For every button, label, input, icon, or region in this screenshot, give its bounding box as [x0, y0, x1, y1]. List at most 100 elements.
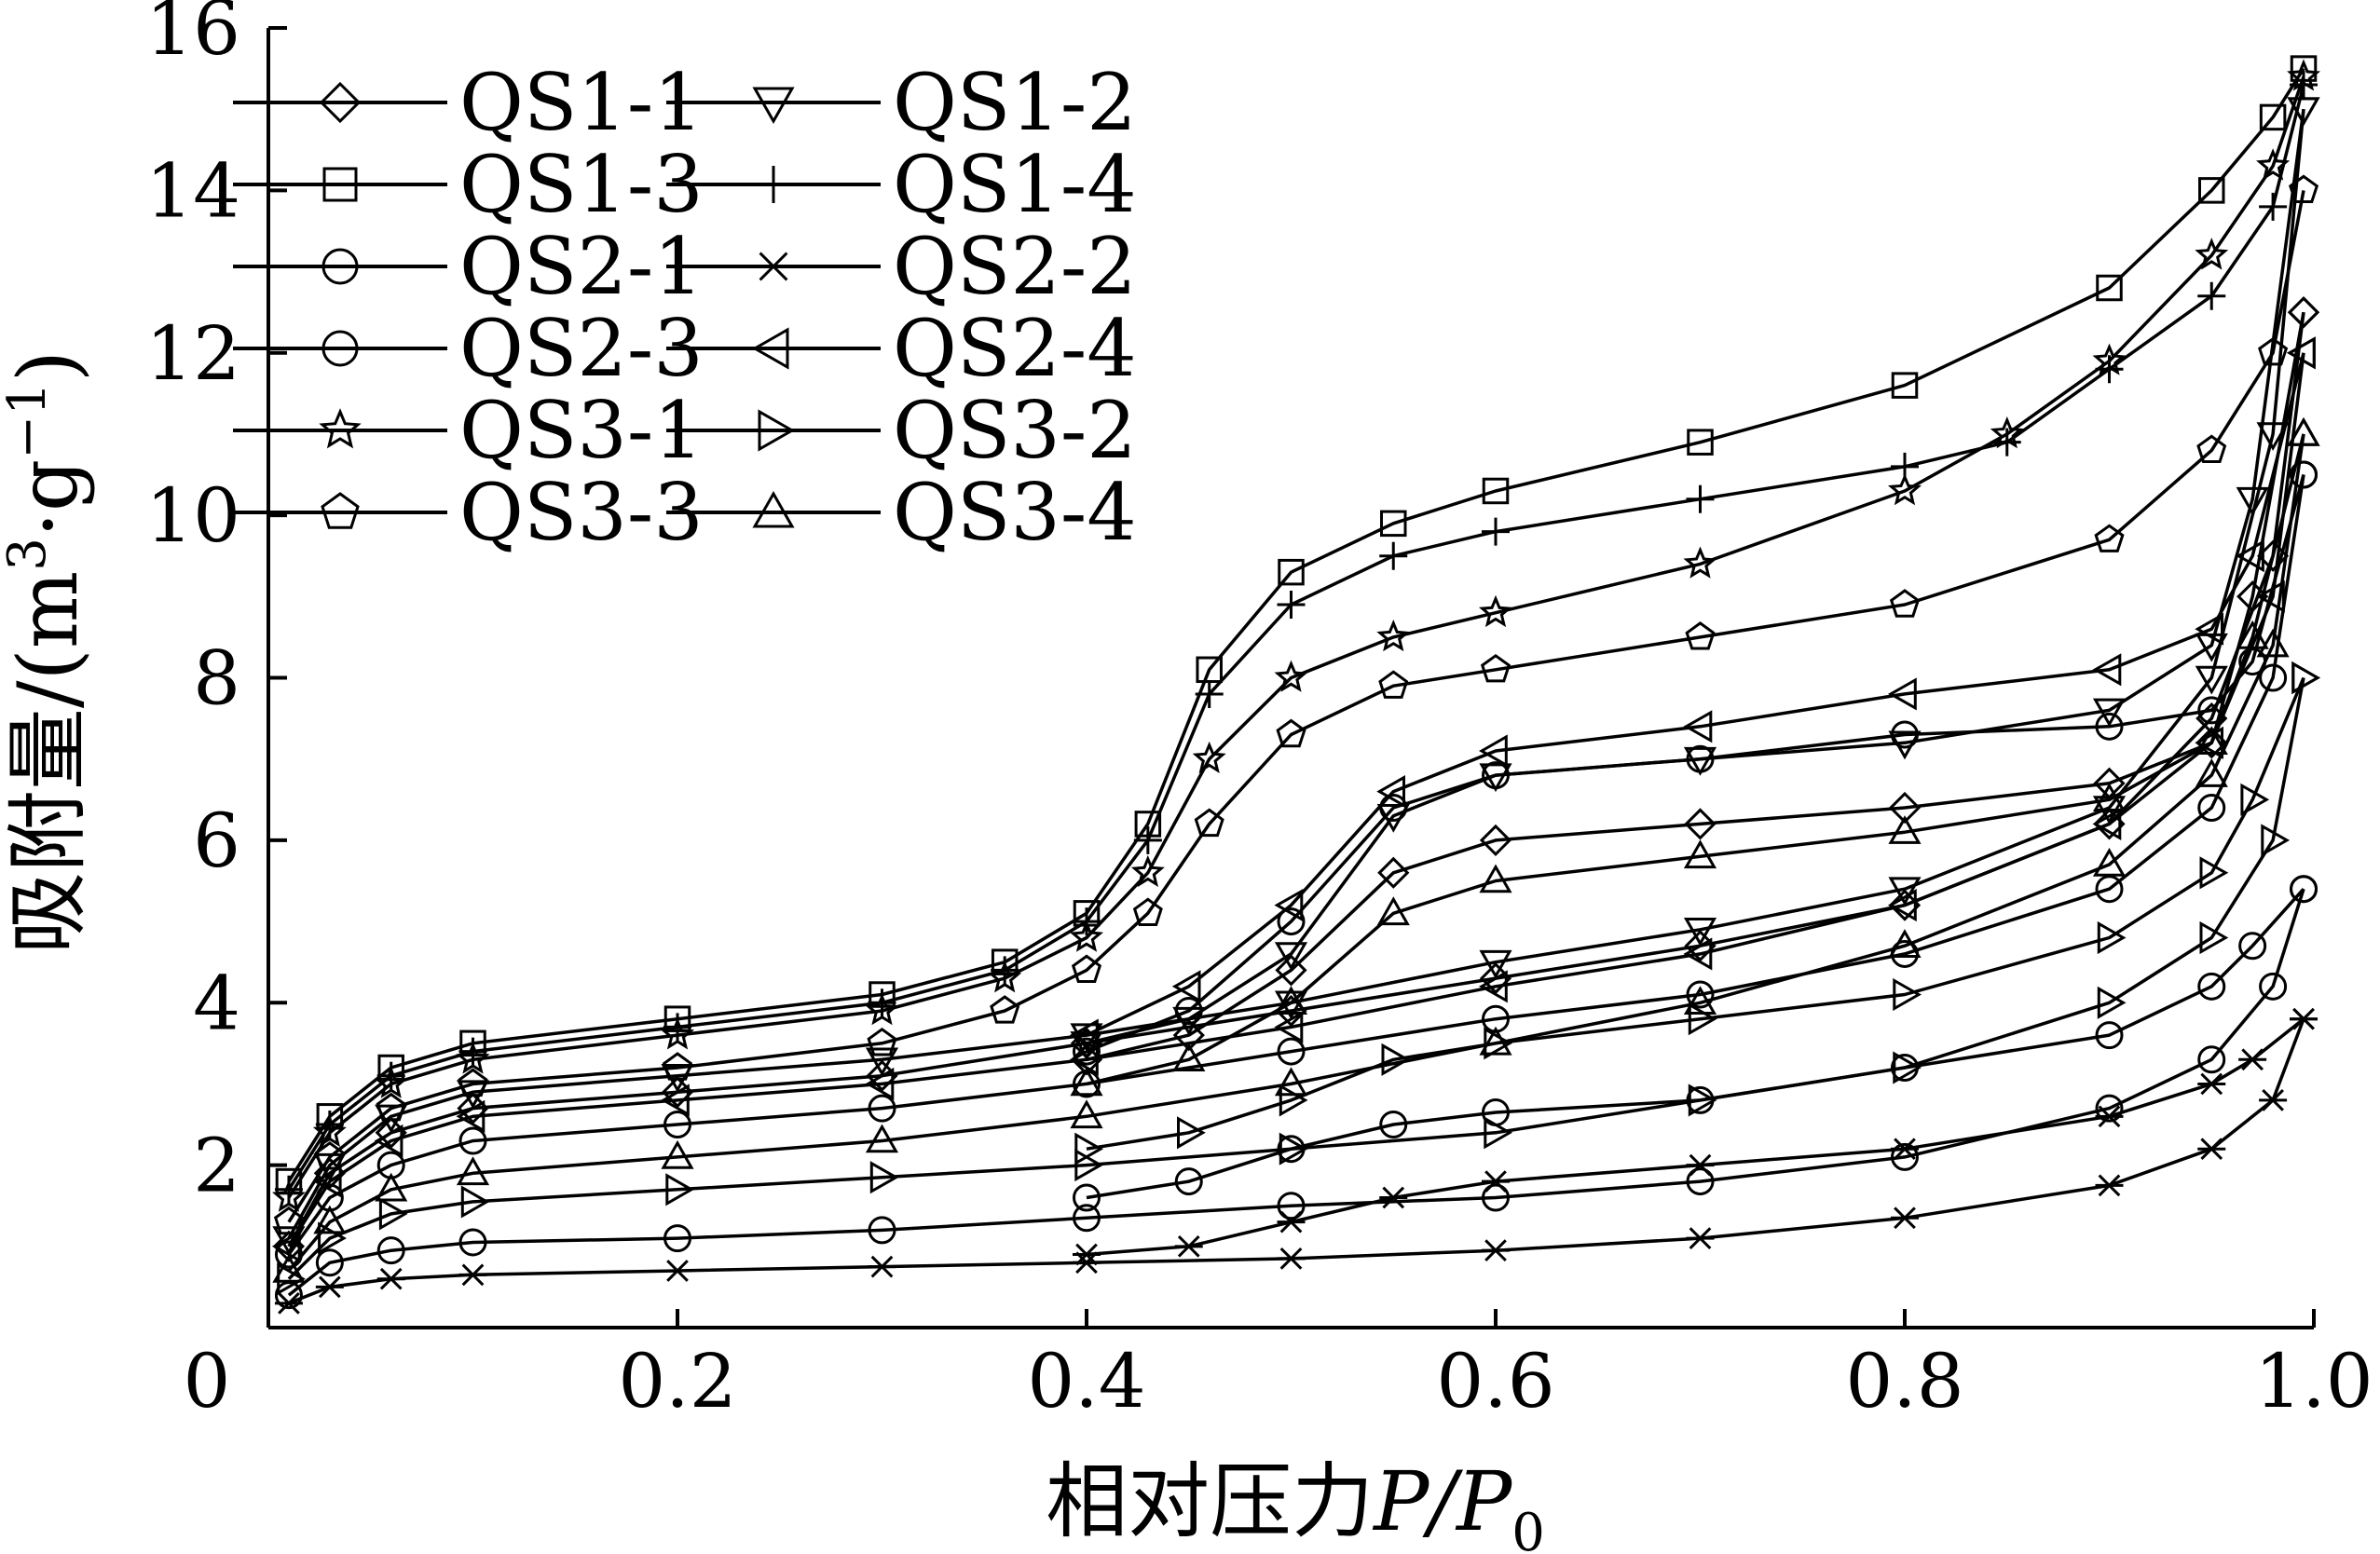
data-point-QS1-4-adsorption-18	[2259, 192, 2288, 221]
data-point-QS2-1-adsorption-3	[458, 1228, 487, 1257]
data-point-QS3-1-adsorption-0	[272, 1179, 306, 1212]
data-point-QS3-4-adsorption-12	[2195, 758, 2228, 787]
data-point-QS3-2-adsorption-10	[1893, 1051, 1922, 1084]
data-point-QS2-3-adsorption-12	[2197, 794, 2226, 822]
axes: 0 0.2 0.4 0.6 0.8 1.0 2 4 6 8 10 12 14 16	[145, 0, 2373, 1424]
data-point-QS1-2-adsorption-5	[865, 1047, 899, 1077]
legend-label-QS2-4: QS2-4	[893, 303, 1137, 394]
data-point-QS2-4-desorption-3	[2092, 653, 2122, 687]
data-point-QS3-3-adsorption-17	[2258, 336, 2289, 366]
data-point-QS2-2-desorption-2	[2197, 1072, 2226, 1096]
y-tick-label-3: 8	[193, 635, 240, 722]
legend-label-QS1-4: QS1-4	[893, 139, 1137, 230]
data-point-QS2-4-adsorption-3	[456, 1099, 486, 1133]
data-point-QS2-2-desorption-3	[2095, 1105, 2124, 1128]
data-point-QS2-2-desorption-0	[2290, 1007, 2318, 1030]
data-point-QS1-4-adsorption-9	[1195, 679, 1224, 708]
legend-marker-QS2-2	[755, 252, 792, 281]
data-point-QS2-2-desorption-4	[1891, 1138, 1919, 1161]
data-point-QS2-2-adsorption-4	[663, 1260, 691, 1282]
data-point-QS2-1-adsorption-4	[663, 1224, 691, 1253]
data-point-QS3-3-adsorption-16	[2196, 434, 2227, 463]
legend-label-QS2-2: QS2-2	[893, 221, 1137, 312]
legend-marker-QS1-3	[322, 167, 358, 202]
data-point-QS1-1-desorption-9	[1172, 1018, 1205, 1052]
legend-item-QS1-1: QS1-1	[233, 57, 704, 148]
data-point-QS2-4-desorption-5	[1683, 710, 1713, 743]
data-point-QS3-3-adsorption-3	[458, 1068, 488, 1097]
data-point-QS2-4-desorption-7	[1376, 775, 1405, 809]
data-point-QS2-3-desorption-10	[1073, 1037, 1101, 1066]
data-point-QS2-2-desorption-7	[1379, 1186, 1408, 1209]
legend-item-QS1-2: QS1-2	[666, 57, 1137, 148]
legend-label-QS3-2: QS3-2	[893, 385, 1137, 476]
legend-label-QS2-1: QS2-1	[459, 221, 704, 312]
data-point-QS3-3-adsorption-9	[1194, 808, 1224, 838]
data-point-QS2-1-desorption-10	[1073, 1183, 1101, 1212]
data-point-QS1-3-adsorption-16	[2198, 177, 2225, 204]
data-point-QS3-3-adsorption-10	[1276, 718, 1306, 748]
legend-marker-QS2-4	[751, 327, 789, 370]
legend-marker-QS1-2	[752, 87, 795, 125]
y-tick-label-7: 16	[145, 0, 240, 72]
data-point-QS2-1-desorption-9	[1174, 1167, 1203, 1196]
data-point-QS3-3-adsorption-0	[273, 1206, 304, 1235]
data-point-QS2-2-adsorption-13	[2259, 1089, 2288, 1111]
legend-item-QS1-3: QS1-3	[233, 139, 704, 230]
data-point-QS2-1-adsorption-9	[1686, 1167, 1715, 1196]
legend-item-QS3-3: QS3-3	[233, 467, 704, 558]
data-point-QS1-3-adsorption-15	[2096, 274, 2123, 302]
series-line-QS1-4-adsorption	[287, 84, 2305, 1191]
data-point-QS3-1-adsorption-12	[1478, 594, 1513, 628]
series-line-QS1-2-desorption	[1086, 108, 2305, 1045]
data-point-QS3-4-adsorption-4	[661, 1139, 694, 1169]
data-point-QS3-4-adsorption-11	[2092, 847, 2127, 877]
y-tick-label-2: 6	[193, 797, 240, 884]
data-point-QS1-2-adsorption-6	[1070, 1023, 1103, 1053]
data-point-QS3-1-adsorption-17	[2195, 238, 2229, 270]
data-point-QS3-2-adsorption-4	[665, 1173, 695, 1206]
data-point-QS3-2-desorption-1	[2240, 783, 2270, 816]
data-point-QS1-1-desorption-7	[1377, 856, 1410, 889]
data-point-QS1-2-adsorption-13	[2256, 422, 2290, 451]
data-point-QS2-2-adsorption-0	[274, 1291, 303, 1315]
data-point-QS3-2-desorption-0	[2291, 661, 2321, 695]
data-point-QS1-3-adsorption-13	[1687, 429, 1714, 456]
legend-item-QS3-4: QS3-4	[666, 467, 1137, 558]
data-point-QS3-4-desorption-8	[1274, 986, 1308, 1015]
data-point-QS1-1-desorption-1	[2236, 580, 2269, 613]
legend-item-QS2-1: QS2-1	[233, 221, 704, 312]
data-point-QS1-3-adsorption-14	[1891, 372, 1919, 399]
data-point-QS2-2-adsorption-2	[376, 1267, 405, 1290]
data-point-QS3-1-adsorption-3	[456, 1042, 490, 1074]
data-point-QS1-4-adsorption-13	[1686, 484, 1715, 513]
data-point-QS2-4-adsorption-12	[2195, 726, 2223, 759]
data-point-QS2-4-adsorption-11	[2092, 807, 2122, 840]
data-point-QS3-2-desorption-6	[1484, 1027, 1513, 1060]
data-point-QS2-4-desorption-10	[1069, 1018, 1099, 1052]
data-point-QS2-1-desorption-0	[2290, 875, 2318, 904]
series-line-QS3-2-desorption	[1086, 676, 2305, 1151]
legend-label-QS3-4: QS3-4	[893, 467, 1137, 558]
data-point-QS2-3-adsorption-13	[2259, 663, 2288, 692]
data-point-QS2-2-adsorption-12	[2197, 1138, 2226, 1161]
data-point-QS1-2-desorption-10	[1070, 1031, 1103, 1060]
legend-marker-QS2-1	[321, 248, 359, 285]
series-line-QS2-1-adsorption	[287, 888, 2305, 1297]
series-QS2-1	[274, 875, 2318, 1310]
data-point-QS2-1-desorption-2	[2197, 972, 2226, 1001]
data-point-QS3-3-adsorption-5	[867, 1027, 897, 1056]
data-point-QS2-4-adsorption-6	[1069, 1043, 1099, 1076]
data-point-QS2-1-adsorption-2	[376, 1236, 405, 1265]
data-point-QS2-4-desorption-4	[1887, 677, 1917, 711]
data-point-QS3-2-adsorption-3	[460, 1185, 490, 1219]
data-point-QS2-2-desorption-1	[2238, 1048, 2267, 1071]
data-point-QS2-3-desorption-0	[2290, 460, 2318, 489]
data-point-QS2-3-adsorption-9	[1686, 980, 1715, 1009]
series-line-QS3-4-adsorption	[287, 433, 2305, 1273]
data-point-QS3-3-adsorption-15	[2094, 524, 2125, 552]
data-point-QS3-2-desorption-7	[1381, 1043, 1411, 1076]
data-point-QS2-1-adsorption-11	[2095, 1094, 2124, 1123]
data-point-QS2-3-desorption-9	[1174, 996, 1203, 1025]
series-QS2-3	[274, 460, 2318, 1269]
